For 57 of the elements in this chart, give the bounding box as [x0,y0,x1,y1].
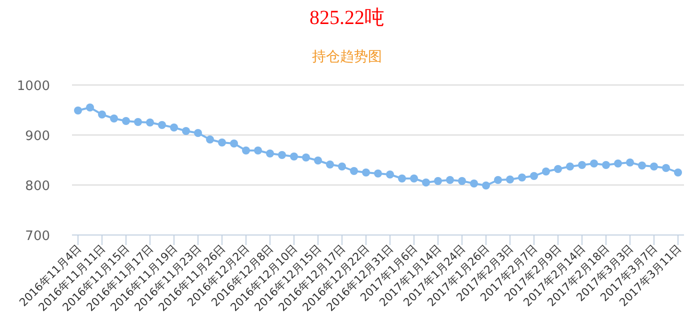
point [662,164,670,172]
point [410,174,418,182]
point [650,162,658,170]
point [182,127,190,135]
point [110,114,118,122]
point [398,174,406,182]
point [362,168,370,176]
point [230,140,238,148]
point [530,172,538,180]
point [278,151,286,159]
point [266,150,274,158]
point [542,168,550,176]
point [434,177,442,185]
point [146,118,154,126]
point [206,136,214,144]
point [602,161,610,169]
point [74,106,82,114]
point [518,174,526,182]
y-tick-label: 1000 [16,79,50,94]
title: 825.22吨 [310,7,384,29]
point [590,160,598,168]
point [674,168,682,176]
point [158,121,166,129]
y-tick-label: 900 [25,129,50,144]
subtitle: 持仓趋势图 [312,49,382,65]
y-tick-label: 700 [25,229,50,244]
point [578,161,586,169]
point [482,182,490,190]
point [86,104,94,112]
point [470,180,478,188]
point [506,176,514,184]
point [554,165,562,173]
point [446,176,454,184]
point [614,160,622,168]
point [194,129,202,137]
point [494,176,502,184]
point [374,170,382,178]
point [350,167,358,175]
point [170,124,178,132]
point [134,118,142,126]
y-tick-label: 800 [25,179,50,194]
point [338,162,346,170]
point [242,146,250,154]
point [566,162,574,170]
point [326,160,334,168]
point [254,146,262,154]
point [638,162,646,170]
point [458,177,466,185]
point [386,170,394,178]
point [122,117,130,125]
point [626,158,634,166]
point [98,110,106,118]
point [218,138,226,146]
point [314,156,322,164]
point [422,178,430,186]
point [290,152,298,160]
point [302,154,310,162]
